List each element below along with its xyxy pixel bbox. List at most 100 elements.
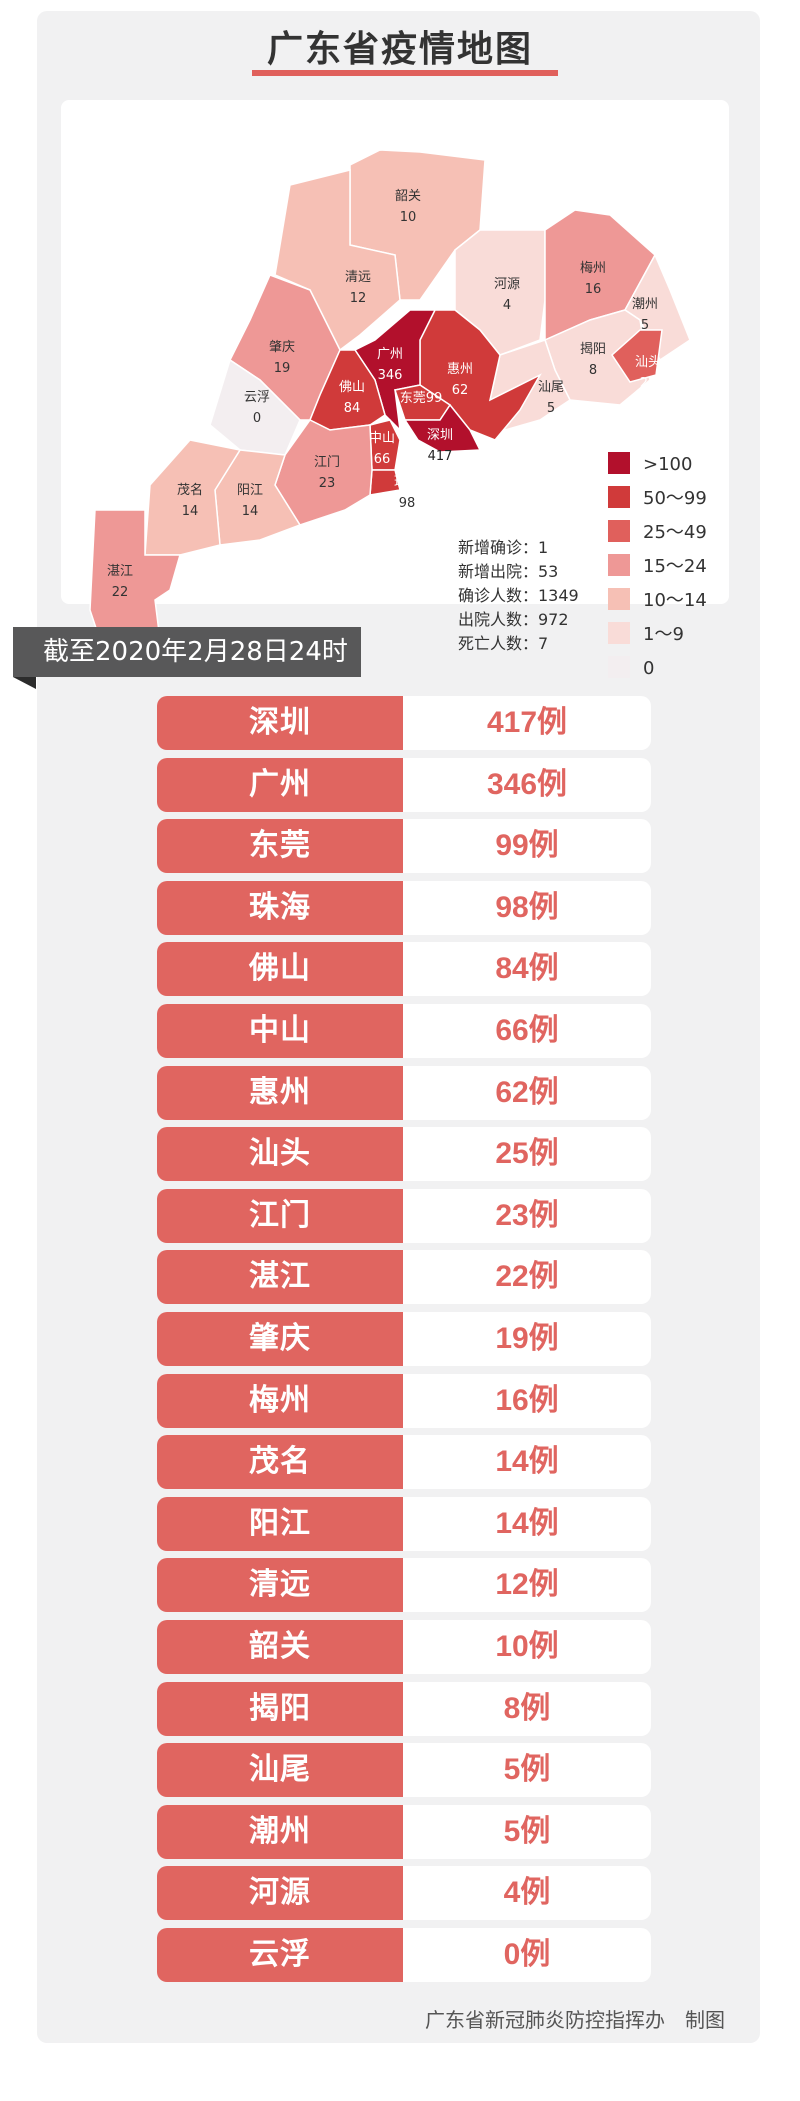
region-value: 22	[112, 585, 129, 600]
row-city: 韶关	[157, 1620, 403, 1674]
guangdong-map: 韶关 10 清远 12 肇庆 19 云浮 0 河源 4 梅州 16 潮州 5 揭阳 8 汕头 25 汕尾 5 惠州 62 广…	[89, 149, 707, 679]
stat-line: 出院人数：972	[458, 610, 569, 629]
row-count: 417例	[486, 706, 568, 739]
table-row: 汕头 25例	[157, 1127, 651, 1182]
region-label: 汕头	[635, 355, 661, 370]
row-city: 惠州	[157, 1065, 403, 1120]
table-row: 中山 66例	[157, 1004, 651, 1058]
row-city: 梅州	[157, 1373, 403, 1428]
table-row: 茂名 14例	[157, 1435, 651, 1490]
row-city: 珠海	[157, 880, 403, 935]
table-row: 汕尾 5例	[157, 1743, 651, 1798]
legend-swatch	[608, 622, 630, 644]
row-city: 汕尾	[157, 1743, 403, 1798]
region-value: 66	[374, 452, 391, 467]
footer-org: 广东省新冠肺炎防控指挥办	[425, 2008, 665, 2032]
row-city: 云浮	[157, 1928, 403, 1982]
region-汕头	[611, 329, 663, 383]
row-count: 5例	[503, 1753, 551, 1787]
region-肇庆	[229, 274, 341, 421]
row-city: 中山	[157, 1004, 403, 1058]
date-banner: 截至2020年2月28日24时	[13, 627, 361, 677]
region-label: 广州	[377, 347, 403, 362]
table-row: 湛江 22例	[157, 1250, 651, 1305]
row-count: 19例	[495, 1322, 559, 1355]
row-count: 0例	[503, 1938, 551, 1971]
region-value: 12	[350, 291, 367, 306]
region-value: 0	[253, 411, 261, 426]
table-row: 东莞 99例	[157, 819, 651, 874]
region-value: 8	[589, 363, 597, 378]
row-city: 阳江	[157, 1496, 403, 1551]
region-value: 5	[641, 318, 649, 333]
row-city: 揭阳	[157, 1681, 403, 1736]
row-count: 62例	[495, 1075, 559, 1109]
row-city: 深圳	[157, 696, 403, 750]
row-city: 汕头	[157, 1127, 403, 1182]
footer-suffix: 制图	[685, 2008, 725, 2032]
table-row: 深圳 417例	[157, 696, 651, 750]
row-city: 东莞	[157, 819, 403, 874]
row-count: 8例	[503, 1691, 551, 1725]
row-count: 99例	[495, 829, 559, 863]
table-row: 肇庆 19例	[157, 1312, 651, 1366]
table-row: 韶关 10例	[157, 1620, 651, 1674]
legend-label: 50～99	[643, 488, 707, 509]
title-underline	[252, 70, 558, 76]
table-row: 江门 23例	[157, 1188, 651, 1243]
table-row: 广州 346例	[157, 757, 651, 812]
legend-swatch	[608, 554, 630, 576]
legend-label: 25～49	[643, 522, 707, 543]
row-city: 江门	[157, 1188, 403, 1243]
row-count: 23例	[495, 1198, 559, 1232]
row-count: 5例	[503, 1814, 551, 1848]
row-city: 河源	[157, 1866, 403, 1921]
row-count: 10例	[495, 1630, 559, 1663]
region-label: 珠海	[394, 475, 420, 490]
legend-label: 0	[643, 658, 654, 679]
region-label: 中山	[369, 431, 395, 446]
row-city: 广州	[157, 757, 403, 812]
region-label: 清远	[345, 270, 371, 285]
region-label: 茂名	[177, 482, 203, 498]
row-count: 22例	[495, 1260, 559, 1294]
region-深圳	[403, 403, 482, 453]
table-row: 佛山 84例	[157, 942, 651, 997]
region-label: 梅州	[580, 261, 606, 276]
region-value: 346	[378, 368, 403, 383]
stat-line: 新增出院：53	[458, 562, 558, 581]
region-value: 19	[274, 361, 291, 376]
table-row: 珠海 98例	[157, 880, 651, 935]
table-row: 云浮 0例	[157, 1928, 651, 1982]
row-city: 茂名	[157, 1435, 403, 1490]
table-row: 揭阳 8例	[157, 1681, 651, 1736]
stat-line: 新增确诊：1	[458, 538, 548, 557]
region-value: 62	[452, 383, 469, 398]
row-count: 14例	[495, 1506, 559, 1540]
row-count: 66例	[495, 1014, 559, 1047]
row-city: 湛江	[157, 1250, 403, 1305]
region-value: 14	[242, 504, 259, 519]
legend-label: >100	[643, 454, 692, 475]
legend-swatch	[608, 452, 630, 474]
row-count: 4例	[503, 1876, 551, 1910]
region-value: 10	[400, 210, 417, 225]
region-value: 4	[503, 298, 511, 313]
legend-label: 10～14	[643, 590, 707, 611]
legend-label: 1～9	[643, 624, 684, 645]
region-label: 韶关	[395, 188, 421, 204]
region-value: 5	[547, 401, 555, 416]
region-label: 深圳	[427, 428, 453, 443]
legend-swatch	[608, 486, 630, 508]
table-row: 清远 12例	[157, 1558, 651, 1613]
banner-fold	[13, 677, 36, 689]
region-label: 湛江	[107, 564, 133, 579]
footer-credit: 广东省新冠肺炎防控指挥办 制图	[425, 2004, 725, 2033]
region-清远	[274, 169, 401, 352]
region-label: 汕尾	[538, 380, 564, 395]
region-value: 16	[585, 282, 602, 297]
legend-label: 15～24	[643, 556, 707, 577]
region-label: 东莞99	[400, 391, 443, 406]
region-label: 江门	[314, 455, 340, 470]
stat-line: 确诊人数：1349	[458, 586, 579, 605]
